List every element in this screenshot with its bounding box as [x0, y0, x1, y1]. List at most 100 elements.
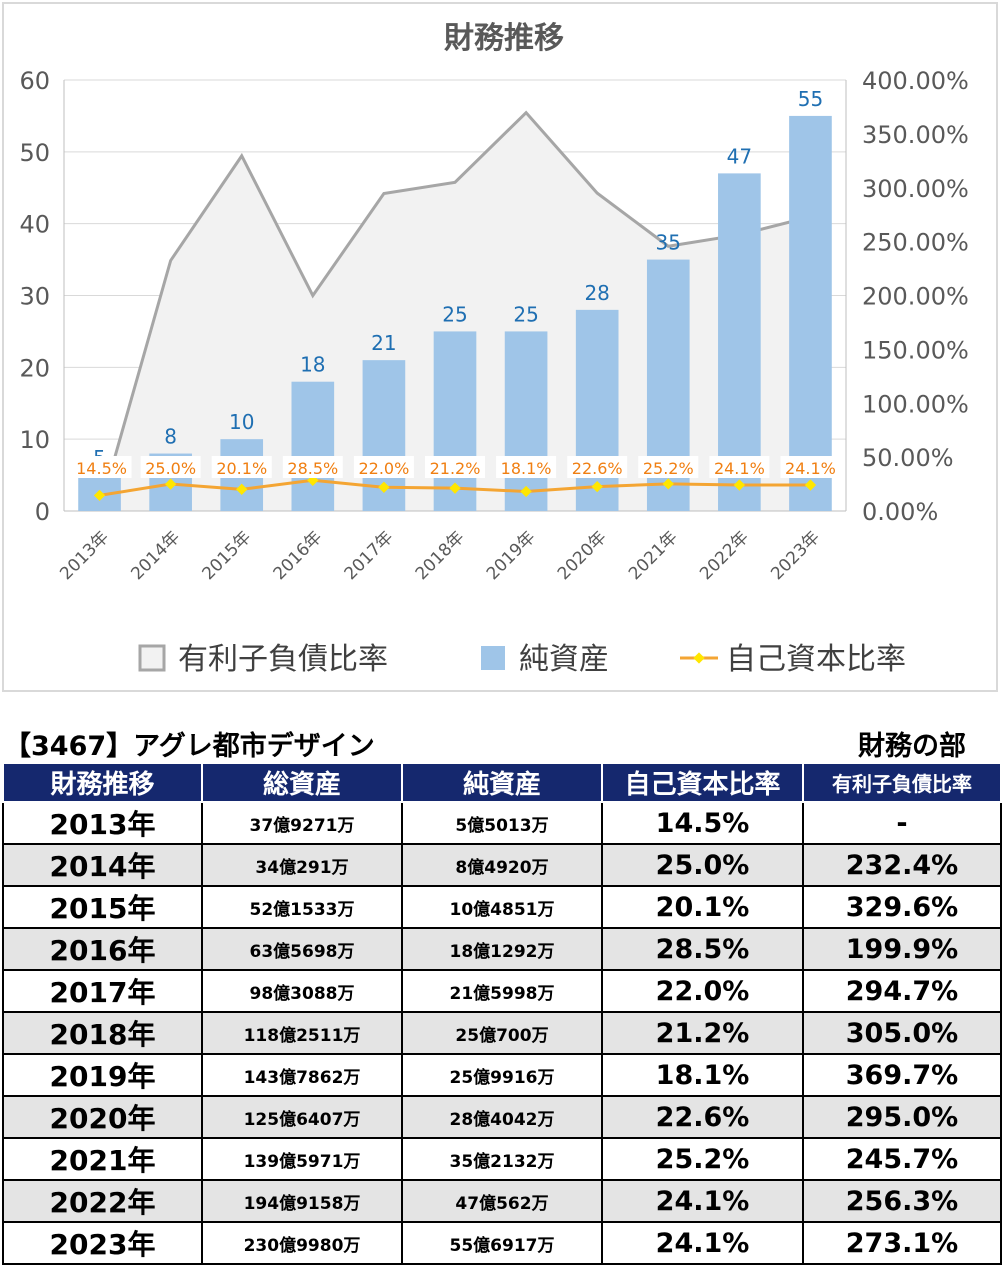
area-line-debt-ratio	[98, 110, 811, 512]
cell-equity-ratio: 22.6%	[601, 1095, 804, 1139]
bar-data-label: 18	[300, 353, 325, 377]
table-header-row: 財務推移 総資産 純資産 自己資本比率 有利子負債比率	[2, 762, 1002, 803]
legend-swatch-net-assets	[481, 646, 505, 670]
cell-debt-ratio: 199.9%	[802, 927, 1002, 971]
legend-marker-equity-ratio	[693, 652, 705, 664]
bar-net-assets	[504, 331, 548, 511]
y-right-tick-label: 350.00%	[862, 121, 969, 149]
bar-net-assets	[291, 381, 335, 511]
line-point-equity-ratio	[520, 485, 532, 498]
line-label-bg	[140, 456, 201, 478]
line-label-bg	[211, 456, 272, 478]
cell-debt-ratio: 273.1%	[802, 1221, 1002, 1265]
table-row: 2023年 230億9980万 55億6917万 24.1% 273.1%	[2, 1221, 1002, 1265]
line-data-label: 22.6%	[572, 459, 623, 478]
line-data-label: 22.0%	[358, 459, 409, 478]
x-tick-label: 2021年	[625, 527, 682, 584]
cell-year: 2016年	[2, 927, 203, 971]
cell-equity-ratio: 24.1%	[601, 1179, 804, 1223]
cell-equity-ratio: 22.0%	[601, 969, 804, 1013]
bar-net-assets	[575, 309, 619, 511]
cell-net-assets: 18億1292万	[401, 927, 603, 971]
cell-total-assets: 125億6407万	[201, 1095, 403, 1139]
cell-debt-ratio: 232.4%	[802, 843, 1002, 887]
x-tick-label: 2023年	[767, 527, 824, 584]
cell-total-assets: 37億9271万	[201, 801, 403, 845]
y-right-tick-label: 150.00%	[862, 336, 969, 364]
cell-debt-ratio: 295.0%	[802, 1095, 1002, 1139]
cell-debt-ratio: 256.3%	[802, 1179, 1002, 1223]
line-data-label: 25.2%	[643, 459, 694, 478]
bar-net-assets	[718, 173, 761, 511]
y-left-tick-label: 30	[19, 283, 50, 311]
line-label-bg	[496, 456, 557, 478]
table-row: 2014年 34億291万 8億4920万 25.0% 232.4%	[2, 843, 1002, 887]
table-row: 2019年 143億7862万 25億9916万 18.1% 369.7%	[2, 1053, 1002, 1097]
cell-net-assets: 35億2132万	[401, 1137, 603, 1181]
bar-data-label: 8	[164, 425, 177, 449]
cell-year: 2022年	[2, 1179, 203, 1223]
table-row: 2016年 63億5698万 18億1292万 28.5% 199.9%	[2, 927, 1002, 971]
y-right-tick-label: 0.00%	[862, 498, 938, 526]
table-row: 2017年 98億3088万 21億5998万 22.0% 294.7%	[2, 969, 1002, 1013]
table-row: 2021年 139億5971万 35億2132万 25.2% 245.7%	[2, 1137, 1002, 1181]
cell-equity-ratio: 28.5%	[601, 927, 804, 971]
y-left-tick-label: 60	[19, 67, 50, 95]
cell-year: 2021年	[2, 1137, 203, 1181]
header-net-assets: 純資産	[401, 762, 603, 803]
cell-net-assets: 25億700万	[401, 1011, 603, 1055]
line-data-label: 21.2%	[430, 459, 481, 478]
legend-label-net-assets: 純資産	[519, 642, 609, 677]
bar-net-assets	[789, 115, 832, 512]
table-row: 2015年 52億1533万 10億4851万 20.1% 329.6%	[2, 885, 1002, 929]
cell-year: 2019年	[2, 1053, 203, 1097]
line-point-equity-ratio	[662, 478, 674, 490]
cell-net-assets: 55億6917万	[401, 1221, 603, 1265]
line-point-equity-ratio	[164, 478, 177, 490]
legend-label-equity-ratio: 自己資本比率	[726, 642, 906, 677]
y-right-tick-label: 400.00%	[862, 67, 969, 95]
y-left-tick-label: 40	[19, 211, 50, 239]
area-fill-debt-ratio	[99, 112, 811, 511]
x-tick-label: 2020年	[554, 527, 611, 584]
x-tick-label: 2015年	[199, 527, 256, 584]
cell-debt-ratio: 369.7%	[802, 1053, 1002, 1097]
legend-swatch-debt-ratio	[138, 644, 166, 672]
cell-total-assets: 34億291万	[201, 843, 403, 887]
cell-equity-ratio: 25.0%	[601, 843, 804, 887]
cell-total-assets: 118億2511万	[201, 1011, 403, 1055]
header-equity-ratio: 自己資本比率	[601, 762, 804, 803]
line-point-equity-ratio	[378, 481, 390, 493]
cell-year: 2023年	[2, 1221, 203, 1265]
line-label-bg	[638, 456, 699, 478]
cell-debt-ratio: -	[802, 801, 1002, 845]
y-left-tick-label: 0	[35, 498, 50, 526]
y-left-tick-label: 20	[19, 354, 50, 382]
line-data-label: 24.1%	[714, 459, 765, 478]
y-right-tick-label: 50.00%	[862, 444, 954, 472]
y-right-tick-label: 100.00%	[862, 390, 969, 418]
cell-net-assets: 10億4851万	[401, 885, 603, 929]
line-label-bg	[282, 456, 343, 478]
line-data-label: 14.5%	[76, 459, 127, 478]
legend-label-debt-ratio: 有利子負債比率	[178, 642, 388, 677]
line-label-bg	[567, 456, 628, 478]
cell-year: 2017年	[2, 969, 203, 1013]
cell-year: 2015年	[2, 885, 203, 929]
line-point-equity-ratio	[733, 479, 746, 491]
chart-panel: 財務推移 0 10 20 30 40 50 60 0.00% 50.00% 100.00% 150.0…	[2, 2, 998, 692]
company-title: 【3467】アグレ都市デザイン	[4, 731, 375, 762]
x-tick-label: 2022年	[696, 527, 753, 584]
cell-total-assets: 52億1533万	[201, 885, 403, 929]
bar-data-label: 35	[656, 231, 681, 255]
line-label-bg	[780, 456, 841, 478]
line-label-bg	[709, 456, 770, 478]
line-label-bg	[425, 456, 485, 478]
y-left-tick-label: 50	[19, 139, 50, 167]
line-point-equity-ratio	[591, 480, 603, 493]
cell-net-assets: 25億9916万	[401, 1053, 603, 1097]
line-data-label: 18.1%	[501, 459, 552, 478]
bar-data-label: 21	[371, 331, 396, 355]
cell-debt-ratio: 294.7%	[802, 969, 1002, 1013]
line-data-label: 20.1%	[216, 459, 267, 478]
